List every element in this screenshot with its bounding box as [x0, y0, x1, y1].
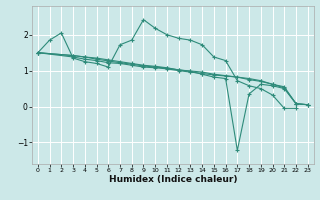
X-axis label: Humidex (Indice chaleur): Humidex (Indice chaleur) — [108, 175, 237, 184]
